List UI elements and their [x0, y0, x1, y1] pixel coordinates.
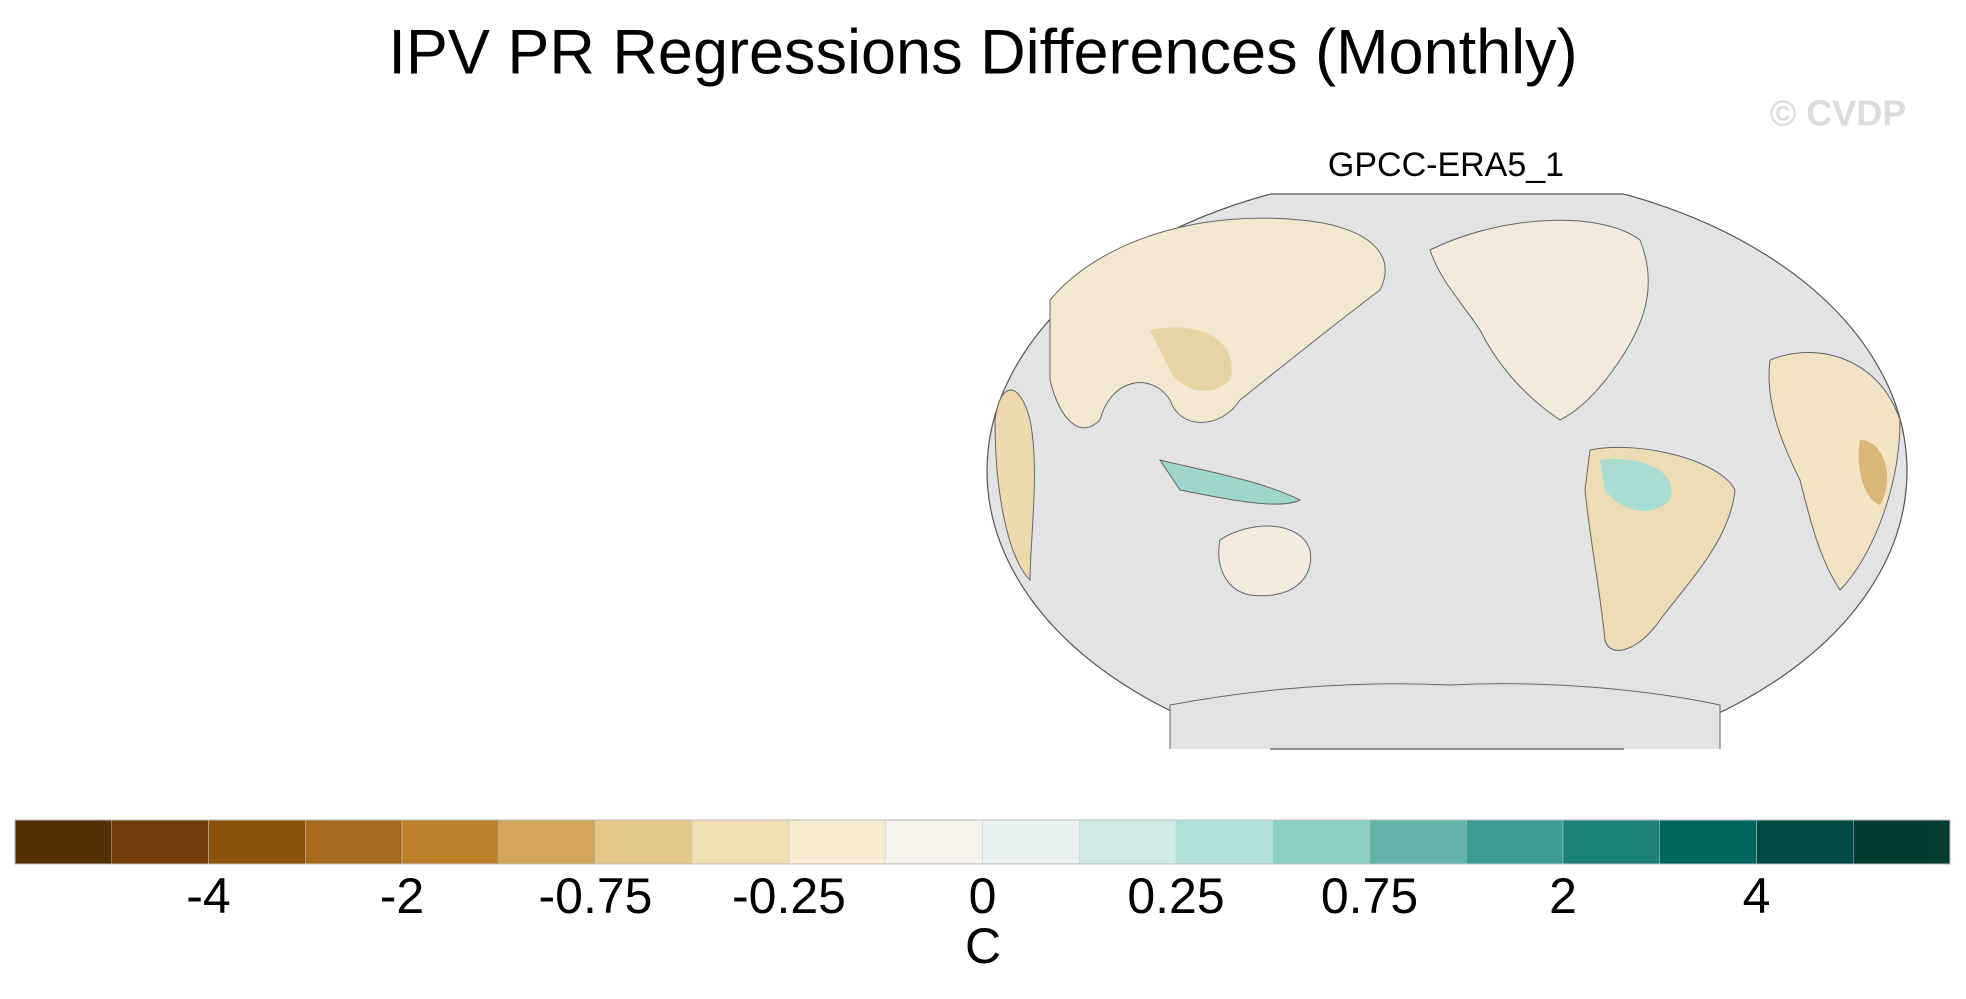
map	[986, 194, 1908, 749]
colorbar-tick-label: -2	[380, 868, 424, 924]
colorbar-swatch	[692, 819, 790, 865]
colorbar-frame	[14, 819, 1951, 865]
colorbar-label: C	[965, 918, 1001, 974]
colorbar-swatch	[111, 819, 209, 865]
land	[1429, 219, 1649, 421]
land	[1169, 683, 1721, 749]
colorbar-swatch	[982, 819, 1080, 865]
colorbar-swatch	[208, 819, 306, 865]
land	[1158, 459, 1302, 505]
colorbar-tick-label: 0	[969, 868, 997, 924]
land	[1768, 352, 1901, 591]
colorbar-swatch	[1659, 819, 1757, 865]
land-anomaly	[1858, 440, 1888, 505]
colorbar-tick-label: -0.25	[732, 868, 846, 924]
land	[1218, 525, 1312, 597]
colorbar-tick-label: -4	[186, 868, 230, 924]
colorbar-swatch	[305, 819, 403, 865]
colorbar-swatch	[885, 819, 983, 865]
colorbar-swatch	[1272, 819, 1370, 865]
colorbar-tick-label: 4	[1743, 868, 1771, 924]
colorbar-swatch	[14, 819, 112, 865]
colorbar-swatch	[498, 819, 596, 865]
colorbar-tick-label: 2	[1549, 868, 1577, 924]
land	[1049, 217, 1386, 429]
colorbar-tick-label: -0.75	[539, 868, 653, 924]
colorbar-swatch	[1562, 819, 1660, 865]
land-anomaly	[1150, 327, 1232, 391]
colorbar-swatch	[1369, 819, 1467, 865]
colorbar: -4 -2 -0.75 -0.25 0 0.25 0.75 2 4	[14, 819, 1951, 924]
figure-title: IPV PR Regressions Differences (Monthly)	[388, 18, 1577, 88]
watermark: © CVDP	[1770, 93, 1907, 134]
colorbar-tick-label: 0.25	[1127, 868, 1224, 924]
colorbar-swatch	[1853, 819, 1951, 865]
colorbar-swatch	[1466, 819, 1564, 865]
colorbar-swatch	[401, 819, 499, 865]
colorbar-swatch	[595, 819, 693, 865]
colorbar-swatch	[1079, 819, 1177, 865]
colorbar-swatch	[1175, 819, 1273, 865]
panel-title: GPCC-ERA5_1	[1328, 146, 1564, 184]
land-anomaly	[1600, 459, 1672, 511]
colorbar-swatch	[1756, 819, 1854, 865]
colorbar-tick-label: 0.75	[1321, 868, 1418, 924]
land	[994, 389, 1035, 582]
colorbar-swatch	[788, 819, 886, 865]
